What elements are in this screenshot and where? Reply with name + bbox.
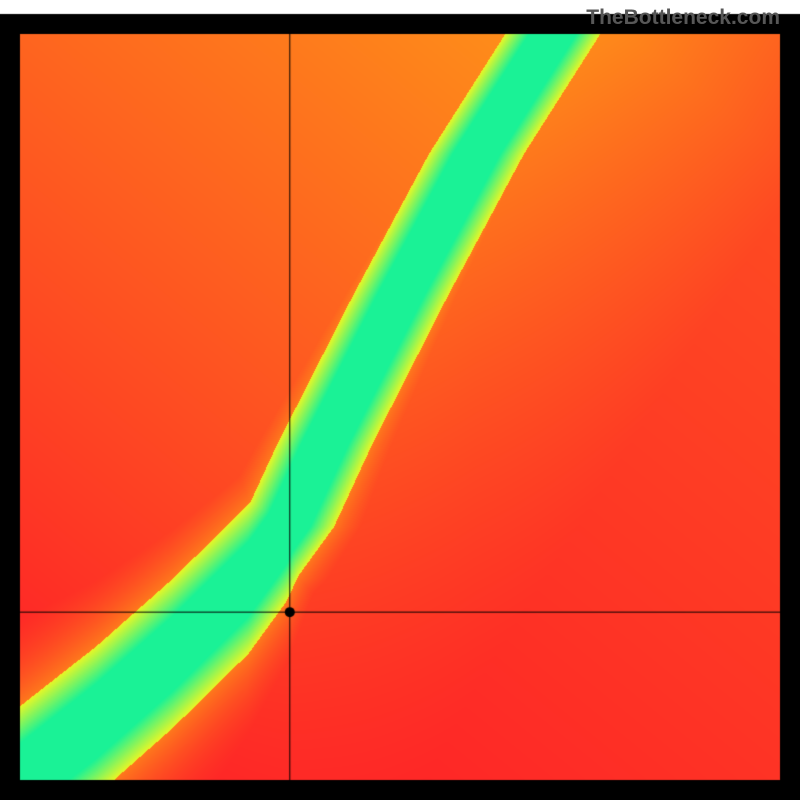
chart-container: TheBottleneck.com xyxy=(0,0,800,800)
watermark-label: TheBottleneck.com xyxy=(586,6,780,30)
heatmap-canvas xyxy=(0,0,800,800)
